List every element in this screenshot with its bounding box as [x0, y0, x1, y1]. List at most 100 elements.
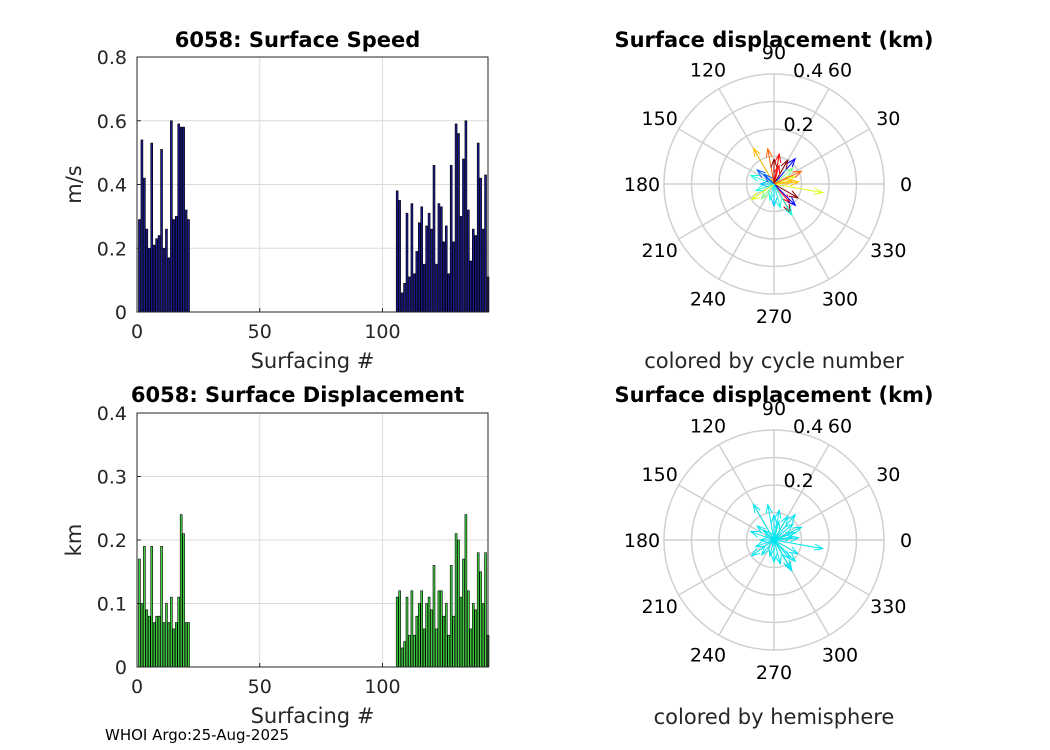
bar [167, 257, 171, 313]
bar [413, 273, 416, 313]
quiver-shaft [751, 183, 775, 201]
bar [454, 533, 458, 668]
bar [145, 228, 149, 313]
quiver-head [784, 206, 793, 217]
quiver-head [765, 147, 773, 158]
bar [459, 596, 463, 668]
y-tick-label: 0.6 [97, 111, 127, 133]
quiver-head [773, 163, 781, 175]
polar-ring [718, 128, 830, 240]
x-axis-label: Surfacing # [251, 349, 375, 373]
bar [174, 216, 178, 313]
bar [170, 596, 173, 668]
quiver-head [773, 519, 781, 531]
bar [408, 276, 411, 313]
angle-label: 90 [762, 398, 786, 420]
bar [481, 228, 485, 313]
bar [476, 552, 480, 668]
quiver-shaft [773, 170, 802, 185]
bar [179, 126, 183, 313]
quiver-head [756, 524, 766, 534]
bar [454, 123, 458, 313]
bar [395, 596, 399, 668]
bar [471, 603, 475, 668]
quiver-shaft [773, 183, 793, 216]
polar-ring [663, 73, 885, 295]
bar [147, 615, 151, 668]
y-axis-label: m/s [62, 165, 86, 203]
bar [140, 603, 144, 668]
quiver-head [770, 197, 778, 208]
speed-chart: 0 50 100 0 0.2 0.4 0.6 0.8 6058: Surface Speed Su… [62, 28, 490, 373]
x-tick-label: 50 [248, 321, 272, 343]
quiver-shaft [763, 173, 775, 185]
bar [160, 149, 163, 313]
quiver-shaft [755, 183, 775, 192]
bar [440, 206, 443, 313]
polar-ring [718, 484, 830, 596]
angle-label: 240 [690, 644, 726, 666]
angle-label: 300 [822, 288, 858, 310]
quiver-shaft [761, 539, 775, 556]
bar [187, 219, 190, 313]
bar [405, 596, 409, 668]
angle-label: 0 [900, 174, 912, 196]
angle-label: 150 [642, 108, 678, 130]
bar [177, 123, 181, 313]
x-tick-label: 100 [364, 676, 400, 698]
bar [138, 219, 141, 313]
bar [457, 133, 460, 313]
quiver-head [788, 190, 800, 199]
bar [464, 514, 468, 668]
quiver-shaft [755, 539, 775, 548]
radius-tick-label: 0.2 [783, 470, 813, 492]
polar-ring [663, 429, 885, 651]
quiver-head [774, 554, 782, 566]
bar [457, 539, 460, 668]
bar [452, 615, 455, 668]
bar [179, 514, 183, 668]
bar [444, 603, 448, 668]
bar [172, 628, 176, 668]
bar [427, 596, 431, 668]
bar [417, 222, 421, 313]
polar-ring [745, 155, 803, 213]
y-axis-label: km [62, 524, 86, 557]
y-tick-label: 0.3 [97, 467, 127, 489]
bar [162, 247, 166, 313]
x-axis-label: Surfacing # [251, 704, 375, 728]
quiver-shaft [773, 165, 780, 185]
bar [405, 212, 409, 313]
bar [447, 273, 451, 313]
x-tick-label: 100 [364, 321, 400, 343]
bar [420, 590, 424, 668]
quiver-head [754, 184, 765, 192]
polar-ring [745, 511, 803, 569]
bar [157, 615, 161, 668]
angle-label: 180 [624, 174, 660, 196]
bar [447, 634, 451, 668]
bar [403, 641, 406, 668]
quiver-shaft [750, 175, 775, 185]
quiver-shaft [773, 159, 789, 185]
bar [138, 558, 141, 668]
bar [152, 622, 156, 668]
chart-title: 6058: Surface Displacement [131, 383, 464, 407]
quiver-head [758, 180, 769, 188]
bar [410, 590, 414, 668]
angle-label: 270 [756, 306, 792, 328]
bar [469, 260, 473, 313]
quiver-head [749, 175, 760, 182]
angle-label: 210 [642, 596, 678, 618]
radius-tick-label: 0.2 [783, 114, 813, 136]
chart-caption: colored by cycle number [644, 349, 904, 373]
x-tick-label: 0 [131, 321, 143, 343]
bar [479, 571, 482, 668]
quiver-shaft [773, 515, 789, 541]
quiver-head [749, 531, 760, 538]
quiver-head [760, 546, 770, 556]
bar [459, 216, 463, 313]
quiver-head [787, 513, 797, 524]
angle-label: 150 [642, 464, 678, 486]
bar [403, 283, 406, 313]
